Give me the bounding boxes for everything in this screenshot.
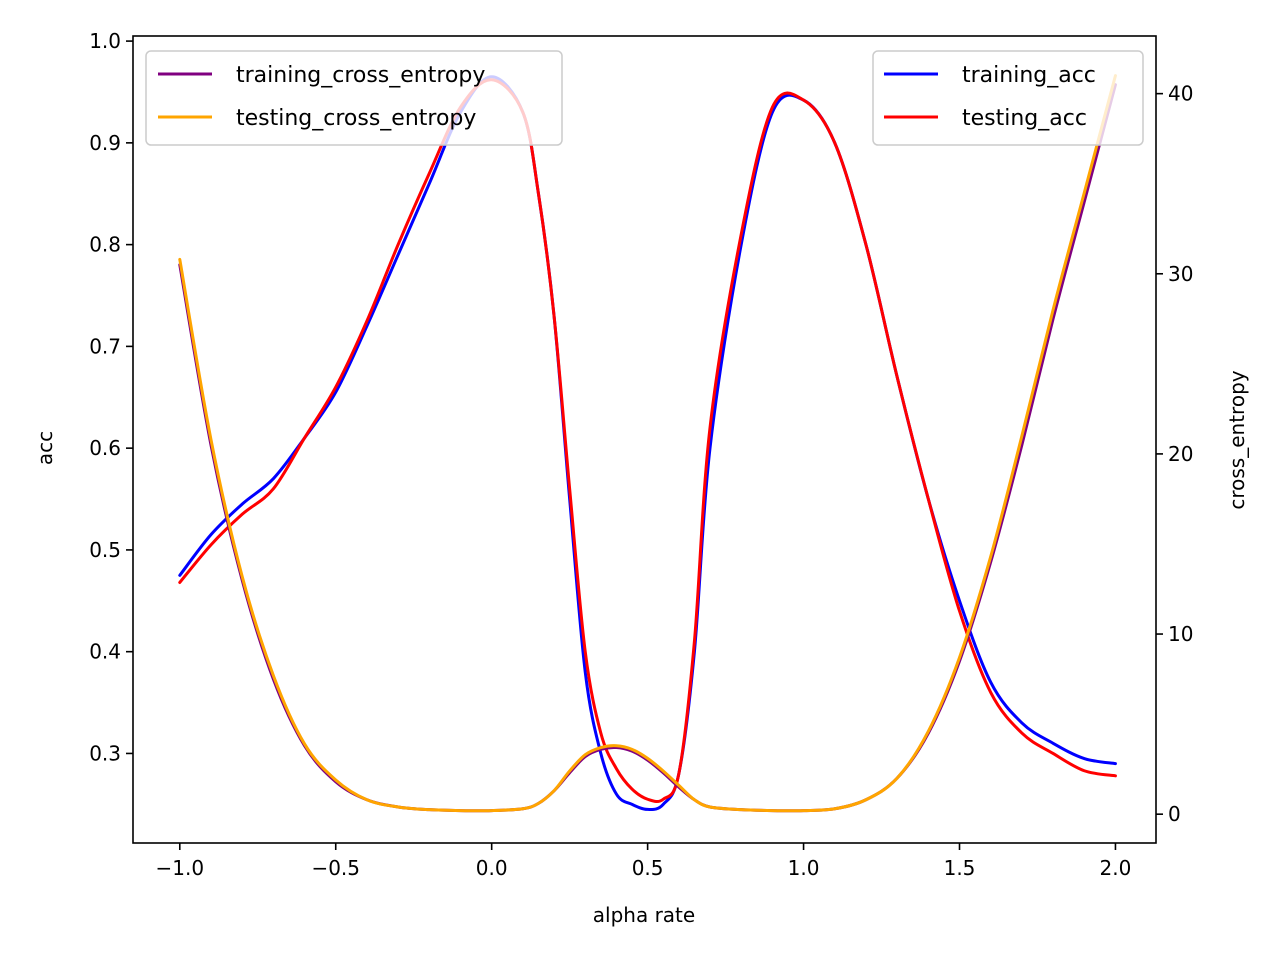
left-y-tick-label: 0.7	[89, 334, 121, 358]
x-tick-label: 1.0	[788, 856, 820, 880]
x-tick-label: 1.5	[944, 856, 976, 880]
x-tick-label: 0.0	[476, 856, 508, 880]
left-y-tick-label: 0.8	[89, 233, 121, 257]
right-y-axis-ticks: 0 10 20 30 40	[1156, 82, 1193, 826]
left-y-tick-label: 0.9	[89, 131, 121, 155]
legend-left: training_cross_entropy testing_cross_ent…	[145, 50, 563, 146]
left-y-tick-label: 0.6	[89, 436, 121, 460]
series-line-testing-acc	[178, 78, 1117, 804]
x-axis-label: alpha rate	[593, 903, 695, 927]
legend-label-training-cross-entropy: training_cross_entropy	[236, 63, 485, 88]
right-y-tick-label: 0	[1168, 802, 1181, 826]
left-y-tick-label: 0.5	[89, 538, 121, 562]
x-axis-ticks: −1.0 −0.5 0.0 0.5 1.0 1.5 2.0	[155, 843, 1131, 880]
legend-label-training-acc: training_acc	[962, 63, 1096, 88]
legend-left-box	[145, 50, 563, 146]
x-tick-label: −0.5	[311, 856, 360, 880]
right-y-tick-label: 20	[1168, 442, 1193, 466]
right-y-tick-label: 10	[1168, 622, 1193, 646]
x-tick-label: 2.0	[1100, 856, 1132, 880]
legend-label-testing-acc: testing_acc	[962, 106, 1087, 131]
series-lines	[178, 74, 1117, 813]
right-y-axis-label: cross_entropy	[1225, 370, 1249, 509]
legend-right: training_acc testing_acc	[872, 50, 1144, 146]
series-line-testing-cross-entropy	[178, 74, 1117, 813]
left-y-tick-label: 1.0	[89, 29, 121, 53]
left-y-axis-label: acc	[33, 431, 57, 465]
x-tick-label: −1.0	[155, 856, 204, 880]
x-tick-label: 0.5	[632, 856, 664, 880]
right-y-tick-label: 40	[1168, 82, 1193, 106]
legend-right-box	[872, 50, 1144, 146]
legend-label-testing-cross-entropy: testing_cross_entropy	[236, 106, 476, 131]
plot-frame	[132, 35, 1157, 844]
left-y-tick-label: 0.4	[89, 640, 121, 664]
right-y-tick-label: 30	[1168, 262, 1193, 286]
left-y-tick-label: 0.3	[89, 741, 121, 765]
left-y-axis-ticks: 0.3 0.4 0.5 0.6 0.7 0.8 0.9 1.0	[89, 29, 133, 765]
